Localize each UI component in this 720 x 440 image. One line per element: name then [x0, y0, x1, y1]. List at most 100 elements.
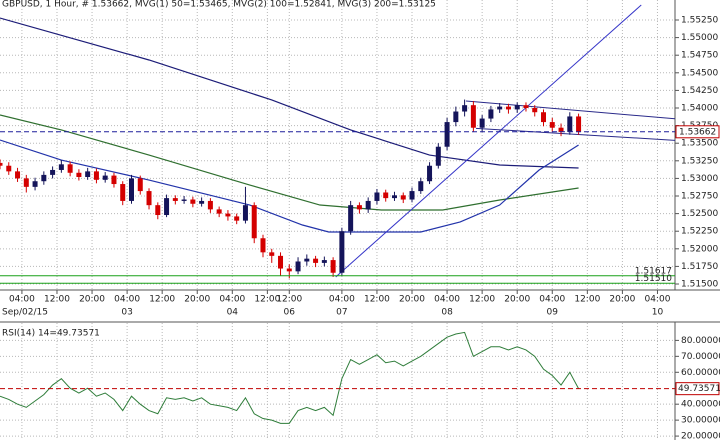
candle-body [488, 109, 494, 119]
x-date-label: 06 [284, 308, 296, 318]
x-date-label: 03 [121, 308, 132, 318]
rsi-current-label: 49.73571 [678, 384, 720, 394]
trendline [465, 100, 675, 120]
x-tick-label: 20:00 [504, 295, 530, 305]
candle-body [453, 111, 459, 123]
candle-body [321, 260, 327, 263]
candle-body [313, 258, 319, 263]
candle-body [190, 199, 196, 204]
candle-body [567, 116, 573, 132]
y-tick-label: 1.53250 [681, 156, 718, 166]
candle-body [444, 122, 450, 147]
candle-body [391, 195, 397, 199]
candle-body [199, 200, 205, 204]
y-tick-label: 1.52500 [681, 209, 718, 219]
y-tick-label: 1.55000 [681, 33, 718, 43]
candle-body [225, 213, 231, 217]
candle-body [120, 184, 126, 201]
candle-body [383, 192, 389, 199]
candle-body [269, 252, 275, 256]
candle-body [172, 198, 178, 201]
x-date-label: 07 [336, 308, 347, 318]
x-tick-label: 04:00 [644, 295, 670, 305]
y-tick-label: 1.53000 [681, 174, 718, 184]
candle-body [137, 178, 143, 192]
candle-body [549, 122, 555, 128]
rsi-label-box [675, 382, 720, 396]
candle-body [541, 112, 547, 123]
x-date-label: 10 [652, 308, 664, 318]
candle-body [242, 205, 248, 221]
candle-body [278, 255, 284, 269]
x-tick-label: 20:00 [609, 295, 635, 305]
y-tick-label: 1.52750 [681, 192, 718, 202]
candle-body [58, 164, 64, 170]
candle-body [76, 172, 82, 177]
y-tick-label: 1.55250 [681, 15, 718, 25]
y-tick-label: 20.00000 [681, 432, 720, 440]
moving-average [0, 114, 579, 211]
candle-body [216, 209, 222, 214]
moving-average [0, 17, 579, 169]
candle-body [0, 162, 3, 166]
candle-body [497, 106, 503, 110]
y-tick-label: 1.54500 [681, 68, 718, 78]
x-tick-label: 12:00 [254, 295, 280, 305]
candle-body [85, 171, 91, 177]
candle-body [286, 268, 292, 272]
candle-body [111, 175, 117, 185]
y-tick-label: 60.00000 [681, 368, 720, 378]
x-date-label: Sep/02/15 [2, 308, 48, 318]
price-line-label: 1.51617 [635, 266, 672, 276]
candle-body [41, 174, 47, 182]
rsi-title: RSI(14) 14=49.73571 [2, 329, 100, 339]
x-date-label: 08 [441, 308, 453, 318]
x-tick-label: 12:00 [276, 295, 302, 305]
y-tick-label: 1.54750 [681, 51, 718, 61]
x-tick-label: 04:00 [219, 295, 245, 305]
candle-body [234, 216, 240, 221]
rsi-line [0, 331, 580, 424]
x-tick-label: 04:00 [114, 295, 140, 305]
y-tick-label: 40.00000 [681, 400, 720, 410]
candle-body [532, 108, 538, 113]
trendline [475, 127, 675, 141]
candle-body [470, 105, 476, 128]
y-tick-label: 70.00000 [681, 352, 720, 362]
x-tick-label: 12:00 [574, 295, 600, 305]
axes: 04:00 12:00 20:00 04:00 12:00 20:00 04:00 12:00… [2, 15, 720, 440]
y-tick-label: 80.00000 [681, 336, 720, 346]
y-tick-label: 30.00000 [681, 416, 720, 426]
candle-body [330, 260, 336, 273]
candle-body [365, 200, 371, 210]
x-date-label: 09 [547, 308, 559, 318]
candle-body [93, 171, 99, 180]
x-date-label: 04 [227, 308, 239, 318]
x-tick-label: 12:00 [469, 295, 495, 305]
candle-body [374, 192, 380, 201]
candle-body [181, 199, 187, 201]
rsi-plot [0, 323, 675, 438]
y-tick-label: 1.52250 [681, 227, 718, 237]
candle-body [295, 261, 301, 272]
trendline [335, 4, 642, 278]
y-tick-label: 1.51500 [681, 280, 718, 290]
x-tick-label: 20:00 [184, 295, 210, 305]
price-label: 1.53662 [679, 127, 716, 137]
y-tick-label: 1.54000 [681, 104, 718, 114]
candle-body [356, 205, 362, 210]
candle-body [15, 171, 21, 179]
candle-body [339, 231, 345, 273]
price-label-box [675, 125, 720, 139]
chart-title: GBPUSD, 1 Hour, # 1.53662, MVG(1) 50=1.5… [2, 0, 436, 10]
x-tick-label: 20:00 [399, 295, 425, 305]
candle-body [146, 191, 152, 206]
candle-body [462, 105, 468, 112]
candle-body [260, 238, 266, 253]
y-tick-label: 1.51750 [681, 262, 718, 272]
candle-body [32, 181, 38, 187]
candle-body [427, 165, 433, 182]
